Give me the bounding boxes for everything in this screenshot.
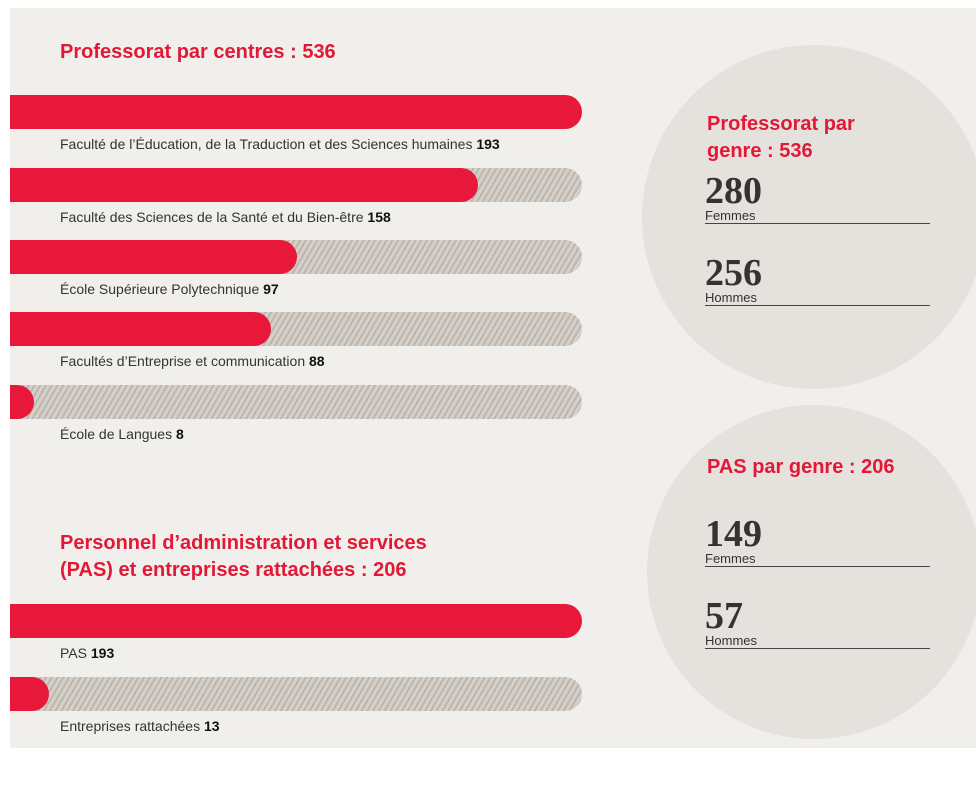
circle-title: Professorat par genre : 536 (707, 113, 855, 162)
circle (647, 405, 976, 739)
label-value: 193 (476, 136, 500, 152)
label-text: Faculté des Sciences de la Santé et du B… (60, 209, 368, 225)
gender-count: 149 (705, 513, 762, 555)
bar (10, 677, 49, 711)
bar-label: PAS 193 (60, 645, 114, 661)
bar-label: École Supérieure Polytechnique 97 (60, 281, 279, 297)
divider (705, 566, 930, 567)
circle (642, 45, 976, 389)
label-text: École Supérieure Polytechnique (60, 281, 264, 297)
panel: Professorat par centres : 536 Faculté de … (10, 8, 976, 748)
divider (705, 305, 930, 306)
bar-label: Entreprises rattachées 13 (60, 718, 220, 734)
bar (10, 168, 479, 202)
bar-track (10, 677, 582, 711)
bar (10, 95, 582, 129)
gender-label: Femmes (705, 208, 756, 223)
gender-count: 280 (705, 170, 762, 212)
gender-label: Femmes (705, 551, 756, 566)
circle-title: PAS par genre : 206 (707, 456, 895, 478)
label-text: PAS (60, 645, 91, 661)
label-value: 193 (90, 645, 115, 661)
label-value: 88 (309, 353, 325, 369)
bar-label: Faculté des Sciences de la Santé et du B… (60, 209, 391, 225)
label-text: École de Langues (60, 426, 176, 442)
bar (10, 312, 271, 346)
bar-label: Faculté de l’Éducation, de la Traduction… (60, 136, 500, 152)
label-text: Faculté de l’Éducation, de la Traduction… (60, 136, 477, 152)
label-value: 97 (263, 281, 279, 297)
label-text: Entreprises rattachées (60, 718, 204, 734)
label-value: 158 (367, 209, 391, 225)
label-value: 13 (203, 718, 220, 734)
bar (10, 604, 582, 638)
bar (10, 385, 34, 419)
section-title: Personnel d’administration et services (… (60, 532, 427, 581)
gender-label: Hommes (705, 633, 758, 648)
divider (705, 648, 930, 649)
bar (10, 240, 298, 274)
gender-count: 57 (705, 595, 743, 637)
divider (705, 223, 930, 224)
gender-count: 256 (705, 252, 762, 294)
bar-track (10, 385, 582, 419)
bar-label: Facultés d’Entreprise et communication 8… (60, 353, 325, 369)
section-title: Professorat par centres : 536 (60, 41, 336, 63)
label-text: Facultés d’Entreprise et communication (60, 353, 309, 369)
gender-label: Hommes (705, 290, 758, 305)
label-value: 8 (175, 426, 184, 442)
bar-label: École de Langues 8 (60, 426, 184, 442)
